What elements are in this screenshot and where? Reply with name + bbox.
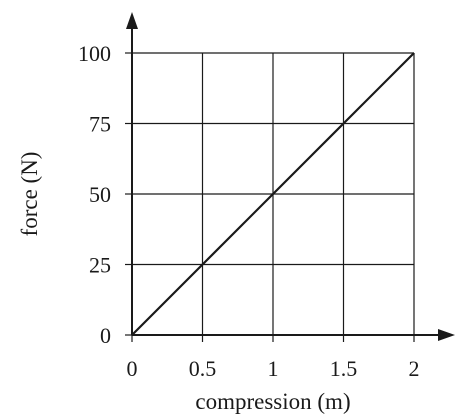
x-axis-arrowhead — [438, 329, 455, 341]
y-tick-label: 75 — [89, 112, 111, 137]
tick-labels: 0 0.5 1 1.5 2 0 25 50 75 100 — [78, 41, 420, 381]
x-tick-label: 0 — [127, 356, 138, 381]
axes — [125, 12, 455, 342]
y-tick-label: 25 — [89, 253, 111, 278]
y-tick-label: 50 — [89, 182, 111, 207]
x-tick-label: 0.5 — [189, 356, 217, 381]
y-axis-title: force (N) — [17, 152, 42, 237]
data-line — [131, 52, 415, 336]
y-tick-label: 100 — [78, 41, 111, 66]
data-series — [131, 52, 415, 336]
x-tick-label: 1.5 — [330, 356, 358, 381]
y-axis-arrowhead — [126, 12, 138, 29]
x-tick-label: 2 — [409, 356, 420, 381]
y-tick-label: 0 — [100, 323, 111, 348]
x-tick-label: 1 — [268, 356, 279, 381]
x-axis-title: compression (m) — [195, 389, 350, 414]
